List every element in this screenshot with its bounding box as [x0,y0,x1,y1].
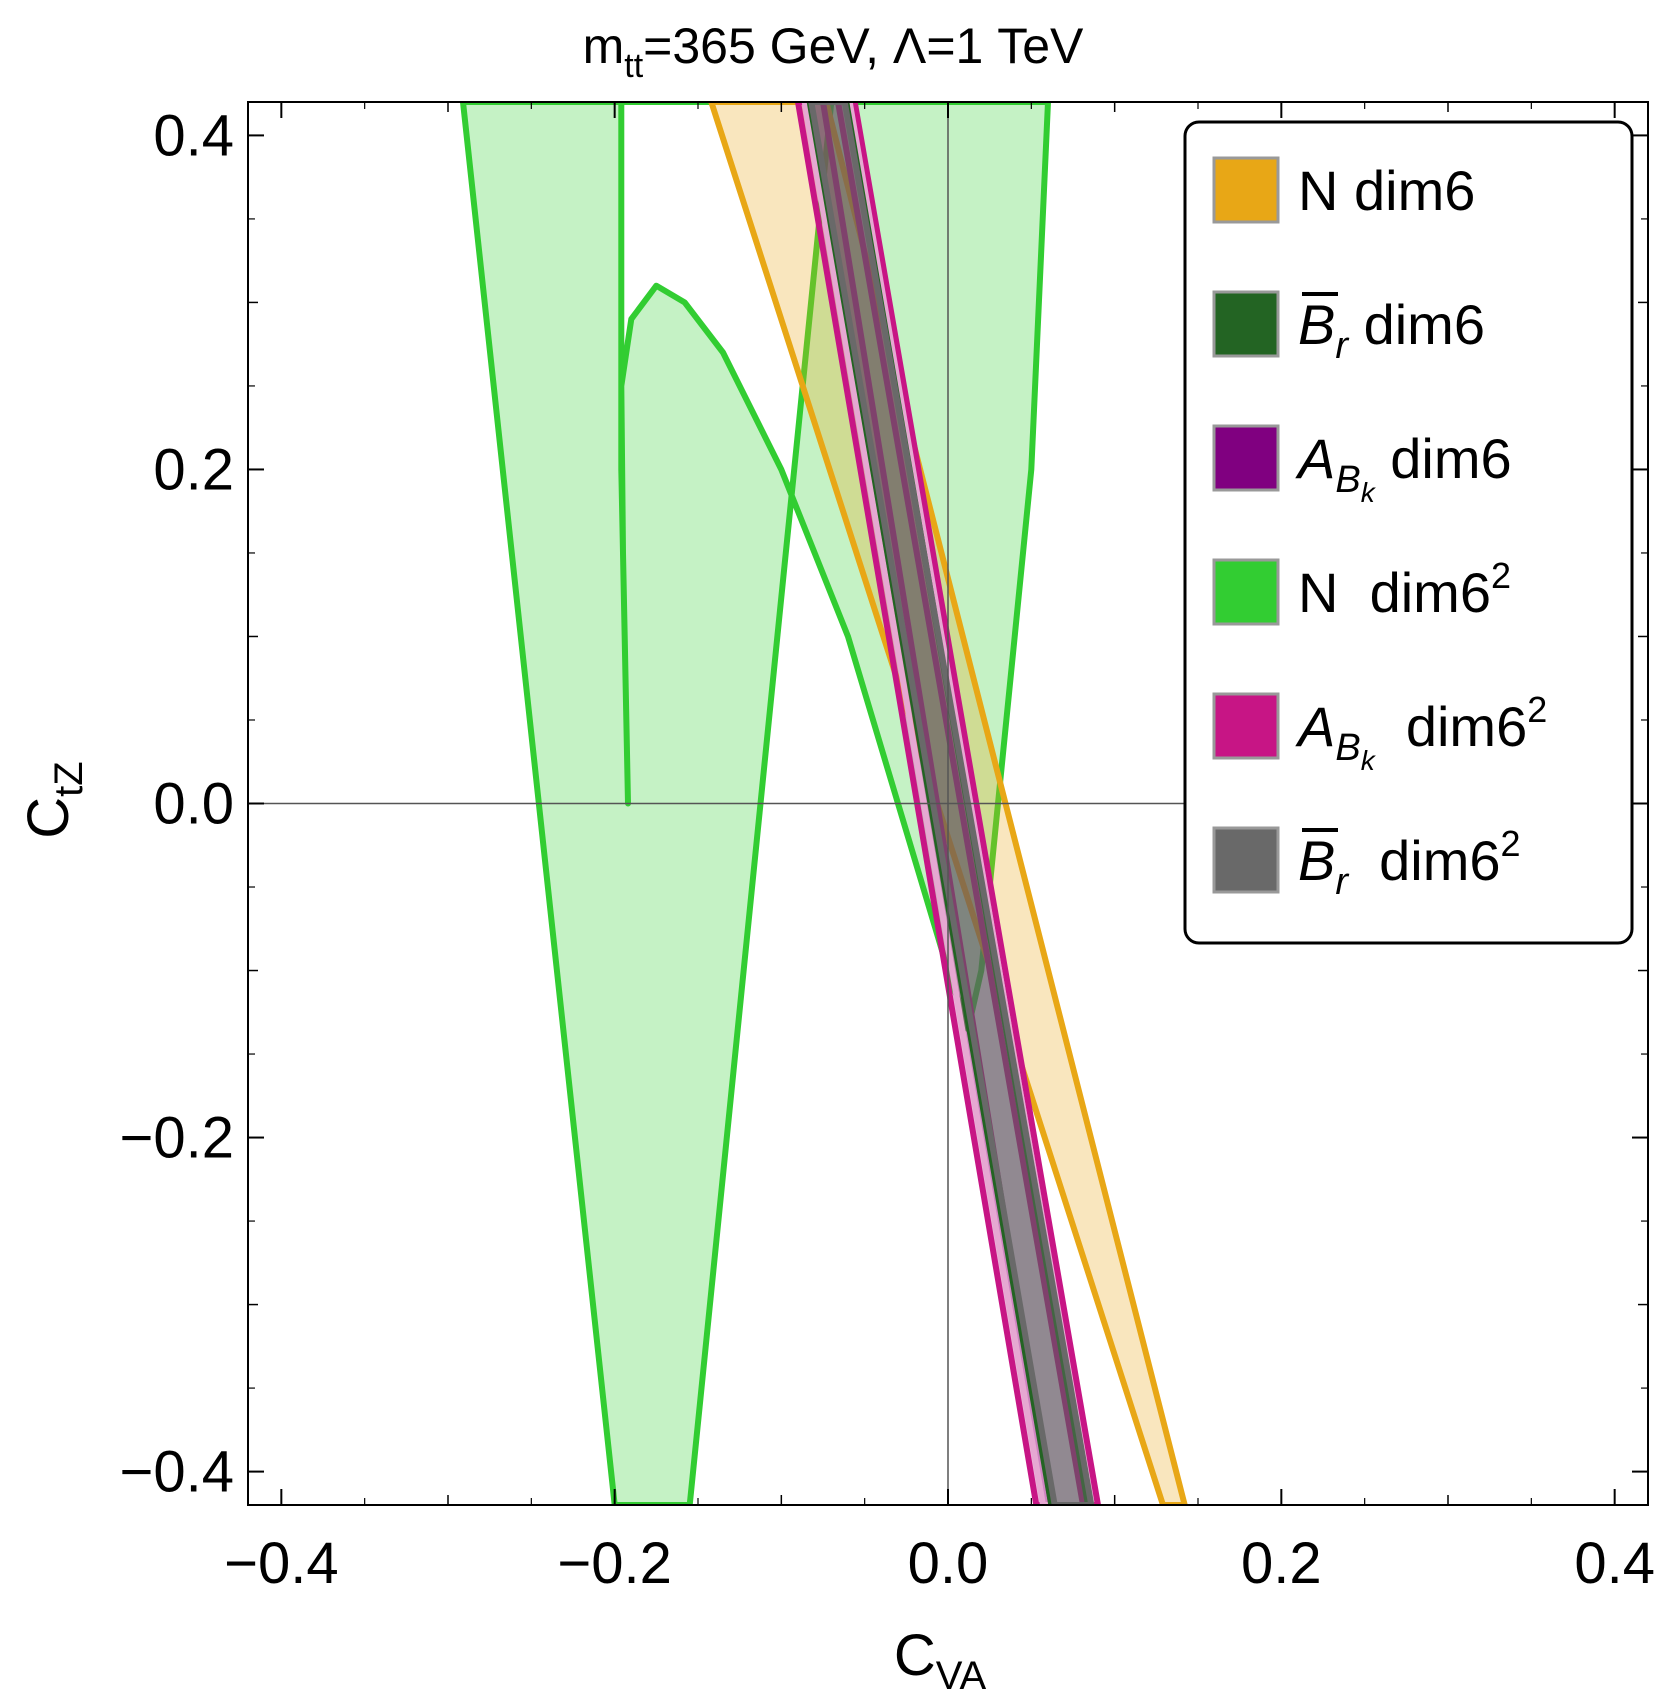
legend-label: N dim6 [1298,159,1475,222]
y-tick-label: 0.0 [153,772,234,837]
chart-title: mtt=365 GeV, Λ=1 TeV [583,18,1084,85]
legend-swatch [1212,290,1280,358]
y-axis-label: CtZ [16,761,91,838]
legend-item: Br dim6 [1212,290,1485,367]
y-tick-label: −0.4 [120,1440,235,1505]
legend-swatch [1212,558,1280,626]
legend-item: ABk dim62 [1212,689,1547,776]
legend-label: Br dim62 [1298,823,1521,903]
legend-item: Br dim62 [1212,823,1521,903]
legend-item: N dim62 [1212,555,1511,626]
y-tick-label: −0.2 [120,1106,235,1171]
legend-item: N dim6 [1212,156,1475,224]
x-tick-label: −0.2 [557,1531,672,1596]
legend-label: Br dim6 [1298,293,1485,367]
ticks-layer [248,102,1648,1505]
legend-swatch [1212,156,1280,224]
legend-items: N dim6 Br dim6 ABk dim6 N dim62 ABk dim62 Br … [1212,156,1547,903]
legend-label: N dim62 [1298,555,1511,624]
y-tick-label: 0.2 [153,437,234,502]
legend-item: ABk dim6 [1212,424,1512,508]
legend-label: ABk dim62 [1295,689,1547,776]
y-tick-label: 0.4 [153,103,234,168]
x-axis-label: CVA [894,1623,987,1690]
legend: N dim6 Br dim6 ABk dim6 N dim62 ABk dim62 Br … [1183,120,1634,945]
x-tick-label: 0.0 [908,1531,989,1596]
legend-swatch [1212,424,1280,492]
legend-swatch [1212,692,1280,760]
legend-box [1183,120,1634,945]
x-tick-label: 0.2 [1241,1531,1322,1596]
tick-labels: −0.4 −0.2 0.0 0.2 0.4 −0.4 −0.2 0.0 0.2 0.4 [120,103,1655,1596]
x-tick-label: 0.4 [1574,1531,1655,1596]
x-tick-label: −0.4 [224,1531,339,1596]
legend-swatch [1212,826,1280,894]
legend-label: ABk dim6 [1295,427,1512,508]
